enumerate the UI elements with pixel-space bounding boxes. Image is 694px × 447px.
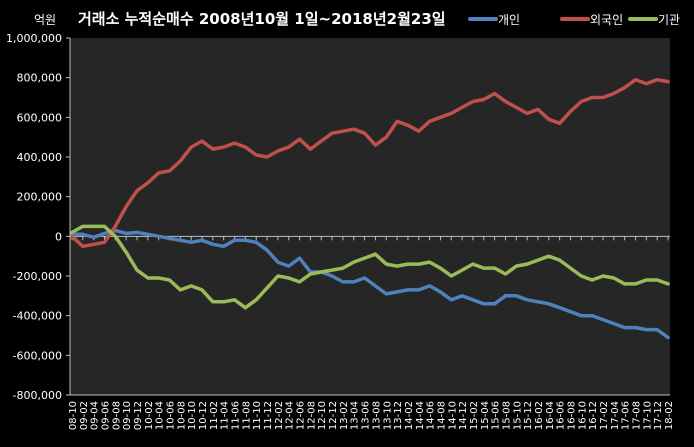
x-tick-label: 14-04 (415, 401, 426, 430)
x-tick-label: 14-06 (426, 401, 437, 430)
x-tick-label: 10-08 (176, 401, 187, 430)
y-tick-label: -400,000 (13, 310, 62, 323)
series-line-3 (70, 224, 670, 310)
x-tick-label: 08-10 (68, 401, 79, 430)
x-tick-label: 10-12 (198, 401, 209, 430)
x-tick-label: 12-12 (328, 401, 339, 430)
legend: 개인 외국인 기관 (468, 13, 680, 27)
x-tick-label: 09-10 (122, 401, 133, 430)
x-tick-label: 11-12 (263, 401, 274, 430)
legend-label: 개인 (498, 13, 520, 27)
x-tick-label: 16-04 (545, 401, 556, 430)
x-tick-label: 11-02 (209, 401, 220, 430)
y-tick-label: 400,000 (17, 151, 63, 164)
x-tick-label: 14-08 (436, 401, 447, 430)
x-tick-label: 17-06 (621, 401, 632, 430)
x-tick-label: 16-10 (577, 401, 588, 430)
x-tick-label: 12-08 (306, 401, 317, 430)
x-tick-label: 13-12 (393, 401, 404, 430)
y-tick-label: 200,000 (17, 191, 63, 204)
series-line-1 (70, 228, 670, 340)
x-tick-label: 15-12 (523, 401, 534, 430)
x-tick-label: 16-08 (566, 401, 577, 430)
legend-label: 기관 (658, 13, 680, 27)
x-tick-label: 13-02 (339, 401, 350, 430)
y-tick-label: -600,000 (13, 349, 62, 362)
x-tick-label: 15-08 (501, 401, 512, 430)
y-tick-label: 1,000,000 (6, 32, 62, 45)
x-tick-label: 16-02 (534, 401, 545, 430)
x-tick-label: 09-08 (111, 401, 122, 430)
x-tick-label: 09-04 (90, 401, 101, 430)
x-tick-label: 12-04 (285, 401, 296, 430)
x-tick-label: 11-08 (241, 401, 252, 430)
x-tick-label: 14-12 (458, 401, 469, 430)
x-tick-label: 15-06 (491, 401, 502, 430)
x-tick-label: 09-02 (79, 401, 90, 430)
x-tick-label: 11-10 (252, 401, 263, 430)
x-tick-label: 11-06 (231, 401, 242, 430)
x-tick-label: 14-02 (404, 401, 415, 430)
x-tick-label: 13-10 (382, 401, 393, 430)
y-tick-label: 0 (55, 230, 62, 243)
x-tick-label: 13-04 (350, 401, 361, 430)
x-tick-label: 12-06 (296, 401, 307, 430)
x-tick-label: 12-10 (317, 401, 328, 430)
x-tick-label: 15-04 (480, 401, 491, 430)
x-tick-label: 17-08 (631, 401, 642, 430)
y-tick-label: 600,000 (17, 111, 63, 124)
y-axis-ticks: 1,000,000 800,000 600,000 400,000 200,000 0 -2… (6, 32, 70, 402)
x-tick-label: 10-02 (144, 401, 155, 430)
series-layer (70, 77, 670, 340)
x-tick-label: 10-10 (187, 401, 198, 430)
x-tick-label: 17-02 (599, 401, 610, 430)
x-tick-label: 18-02 (664, 401, 675, 430)
x-tick-label: 14-10 (447, 401, 458, 430)
legend-label: 외국인 (590, 13, 623, 27)
x-axis-ticks: 08-10 09-02 09-04 09-06 09-08 09-10 09-12 10-02… (68, 235, 675, 430)
x-tick-label: 17-04 (610, 401, 621, 430)
x-tick-label: 16-12 (588, 401, 599, 430)
x-tick-label: 10-06 (166, 401, 177, 430)
x-tick-label: 17-10 (642, 401, 653, 430)
x-tick-label: 13-08 (371, 401, 382, 430)
y-tick-label: 800,000 (17, 72, 63, 85)
x-tick-label: 09-06 (101, 401, 112, 430)
x-tick-label: 12-02 (274, 401, 285, 430)
x-tick-label: 11-04 (220, 401, 231, 430)
x-tick-label: 17-12 (653, 401, 664, 430)
y-tick-label: -200,000 (13, 270, 62, 283)
chart-title: 거래소 누적순매수 2008년10월 1일~2018년2월23일 (78, 10, 446, 28)
x-tick-label: 13-06 (361, 401, 372, 430)
y-axis-label: 억원 (34, 13, 56, 27)
x-tick-label: 09-12 (133, 401, 144, 430)
x-tick-label: 16-06 (556, 401, 567, 430)
x-tick-label: 10-04 (155, 401, 166, 430)
plot-area (70, 38, 670, 395)
x-tick-label: 15-10 (512, 401, 523, 430)
series-line-2 (70, 77, 670, 249)
y-tick-label: -800,000 (13, 389, 62, 402)
x-tick-label: 15-02 (469, 401, 480, 430)
